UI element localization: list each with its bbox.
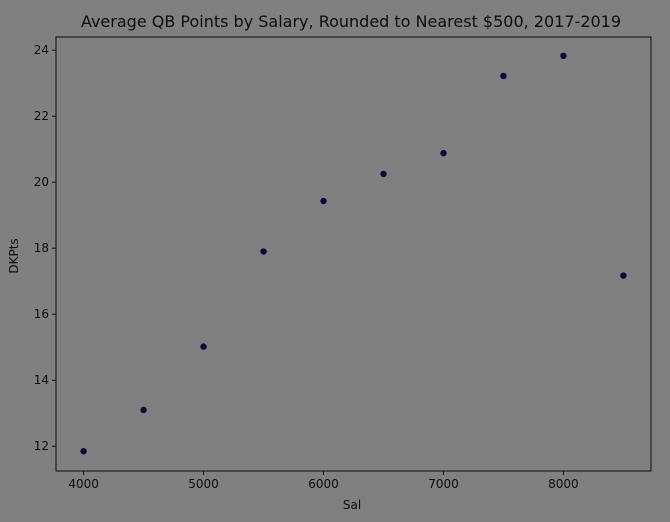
x-tick-label: 6000 <box>308 477 339 491</box>
plot-area: 4000 5000 6000 7000 8000 12 14 16 18 20 22 24 <box>34 36 652 491</box>
data-point <box>140 406 147 414</box>
data-point <box>260 248 267 255</box>
chart-title: Average QB Points by Salary, Rounded to … <box>81 12 621 31</box>
y-tick-label: 16 <box>34 307 49 321</box>
data-point <box>200 343 207 350</box>
x-tick-label: 7000 <box>428 477 459 491</box>
data-point <box>620 272 627 279</box>
y-axis-label: DKPts <box>7 238 21 273</box>
y-tick-label: 14 <box>34 373 49 387</box>
data-point <box>380 170 387 178</box>
plot-frame <box>55 36 652 472</box>
y-tick-label: 12 <box>34 439 49 453</box>
data-point <box>560 52 567 60</box>
data-point <box>500 72 507 80</box>
data-point <box>320 197 327 205</box>
y-tick-label: 22 <box>34 109 49 123</box>
y-tick-label: 20 <box>34 175 49 189</box>
data-point <box>80 447 87 455</box>
data-point <box>440 149 447 157</box>
y-tick-label: 18 <box>34 241 49 255</box>
x-tick-label: 4000 <box>68 477 99 491</box>
x-tick-label: 5000 <box>188 477 219 491</box>
x-axis-label: Sal <box>343 498 361 512</box>
x-tick-label: 8000 <box>548 477 579 491</box>
y-tick-label: 24 <box>34 43 49 57</box>
